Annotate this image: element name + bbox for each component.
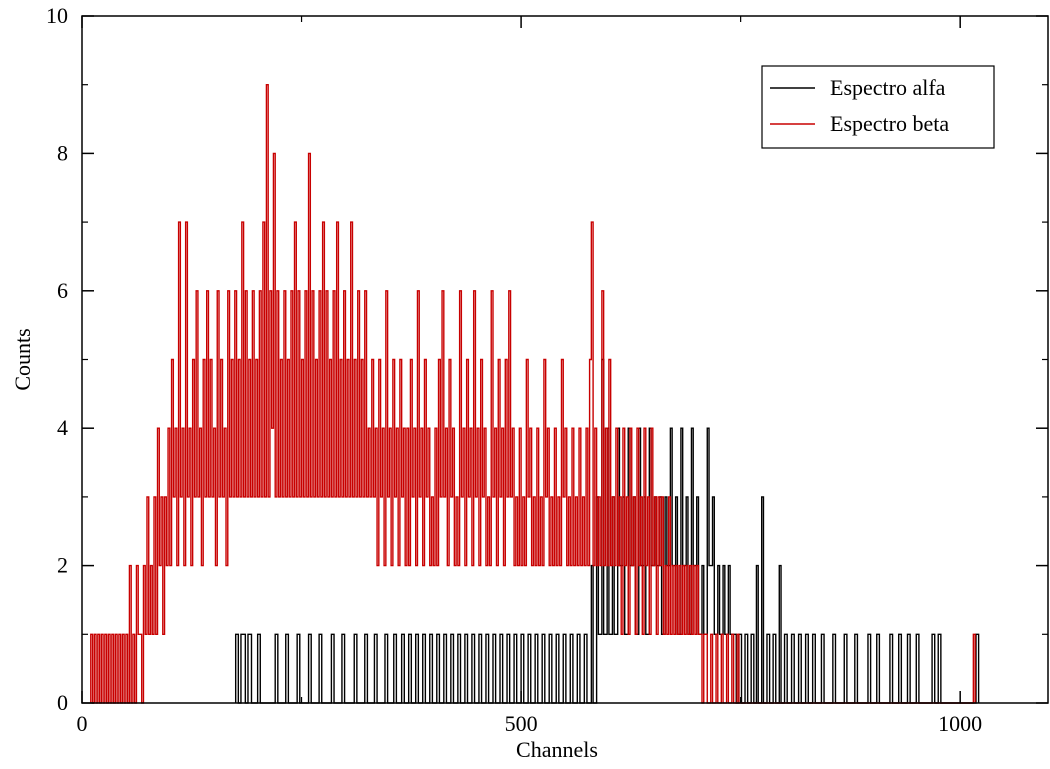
legend-label-espectro-alfa: Espectro alfa	[830, 75, 946, 100]
y-tick-label-10: 10	[46, 3, 68, 28]
y-tick-label-6: 6	[57, 278, 68, 303]
x-tick-label-0: 0	[77, 711, 88, 736]
y-tick-label-4: 4	[57, 415, 68, 440]
tick-layer: 0 500 1000 0 2 4 6 8 10	[46, 3, 1048, 736]
y-tick-label-8: 8	[57, 140, 68, 165]
y-tick-label-2: 2	[57, 553, 68, 578]
x-tick-label-500: 500	[505, 711, 538, 736]
y-axis-title: Counts	[10, 328, 35, 390]
x-axis-title: Channels	[516, 737, 598, 762]
plot-layer	[90, 84, 980, 704]
legend-box	[761, 65, 995, 149]
series-line-espectro-beta	[90, 84, 976, 704]
x-tick-label-1000: 1000	[938, 711, 982, 736]
y-tick-label-0: 0	[57, 690, 68, 715]
legend-label-espectro-beta: Espectro beta	[830, 111, 949, 136]
legend: Espectro alfa Espectro beta	[761, 65, 995, 149]
